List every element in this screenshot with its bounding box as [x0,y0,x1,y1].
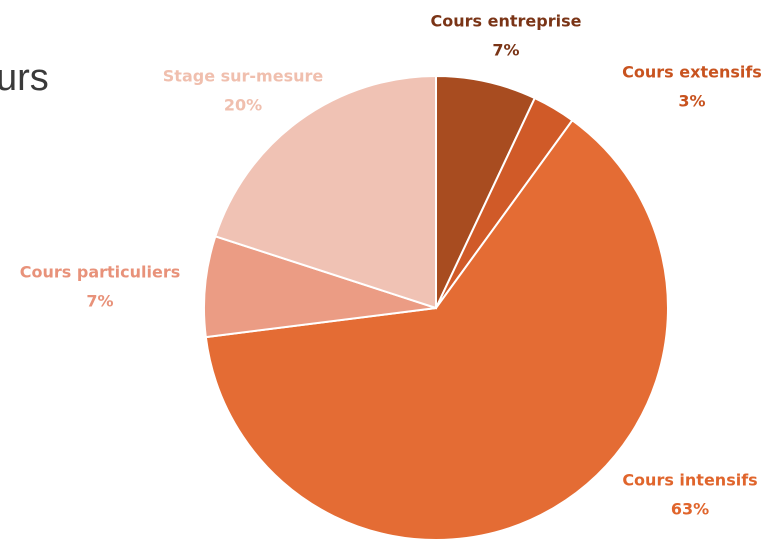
pie-slice [204,118,669,541]
slice-value-label: 3% [678,92,705,111]
pie-slice [214,74,437,310]
slice-label: Cours entreprise [431,12,582,31]
heading-fragment: urs [0,57,49,99]
slice-value-label: 7% [86,292,113,311]
slice-value-label: 63% [671,500,709,519]
slice-label: Cours particuliers [20,263,181,282]
slice-value-label: 20% [224,96,262,115]
slice-label: Stage sur-mesure [163,67,324,86]
pie-slice [203,235,437,339]
slice-label: Cours extensifs [622,63,762,82]
slice-value-label: 7% [492,41,519,60]
pie-slice [435,74,537,309]
slice-label: Cours intensifs [622,471,757,490]
